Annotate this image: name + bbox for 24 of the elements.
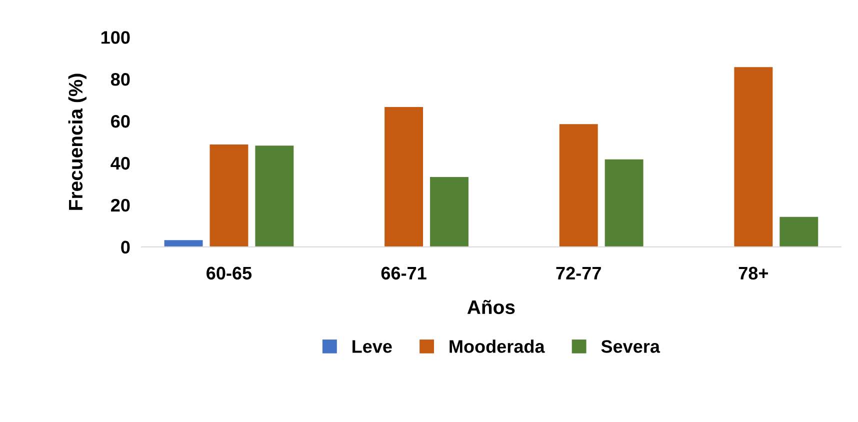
bar — [255, 146, 294, 247]
y-tick-label: 0 — [121, 240, 130, 254]
y-tick-label: 40 — [110, 156, 130, 170]
bar — [604, 159, 644, 247]
bar — [780, 216, 818, 247]
y-tick-label: 100 — [101, 31, 130, 44]
bar — [734, 67, 773, 247]
x-tick-label: 78+ — [738, 266, 768, 280]
y-tick-label: 60 — [111, 114, 130, 128]
x-tick-label: 72-77 — [556, 266, 601, 280]
bar — [164, 240, 203, 247]
y-tick-label: 80 — [110, 73, 130, 86]
legend-label: Severa — [601, 340, 660, 353]
bar — [384, 106, 424, 247]
bar — [559, 124, 598, 247]
bar — [210, 144, 248, 247]
legend-label: Leve — [352, 340, 392, 353]
legend-label: Mooderada — [450, 340, 545, 353]
x-tick-label: 66-71 — [381, 266, 426, 280]
bar — [430, 177, 468, 247]
y-tick-label: 20 — [111, 198, 130, 212]
y-axis-title: Frecuencia (%) — [68, 74, 86, 210]
x-axis-title: Años — [467, 300, 515, 314]
x-tick-label: 60-65 — [206, 266, 252, 280]
